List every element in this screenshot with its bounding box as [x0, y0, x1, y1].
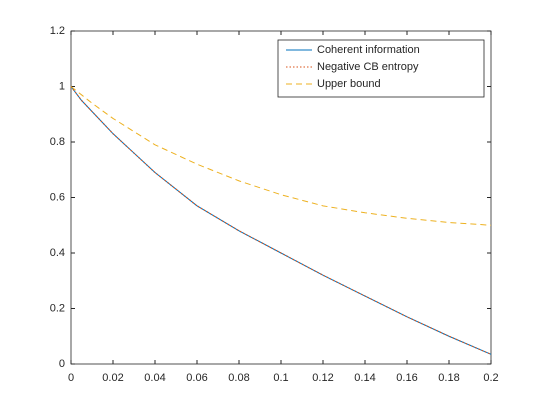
y-tick-label: 0.8 [50, 136, 65, 148]
y-tick-label: 0.4 [50, 247, 65, 259]
x-tick-label: 0.14 [354, 372, 375, 384]
y-tick-label: 1.2 [50, 25, 65, 37]
x-tick-label: 0.04 [144, 372, 165, 384]
x-tick-label: 0.2 [483, 372, 498, 384]
legend-label: Upper bound [317, 78, 381, 90]
x-tick-label: 0.18 [438, 372, 459, 384]
x-tick-label: 0.12 [312, 372, 333, 384]
legend-label: Coherent information [317, 44, 420, 56]
y-tick-label: 0 [59, 358, 65, 370]
x-tick-label: 0.16 [396, 372, 417, 384]
x-tick-label: 0.02 [102, 372, 123, 384]
line-series [70, 86, 492, 226]
x-tick-label: 0.06 [186, 372, 207, 384]
axes-box [70, 30, 492, 365]
x-tick-label: 0.08 [228, 372, 249, 384]
line-series [70, 86, 492, 355]
y-tick-label: 1 [59, 80, 65, 92]
x-tick-label: 0 [68, 372, 74, 384]
legend-label: Negative CB entropy [317, 61, 419, 73]
y-tick-label: 0.6 [50, 191, 65, 203]
x-tick-label: 0.1 [273, 372, 288, 384]
legend-box [277, 39, 485, 98]
y-tick-label: 0.2 [50, 302, 65, 314]
